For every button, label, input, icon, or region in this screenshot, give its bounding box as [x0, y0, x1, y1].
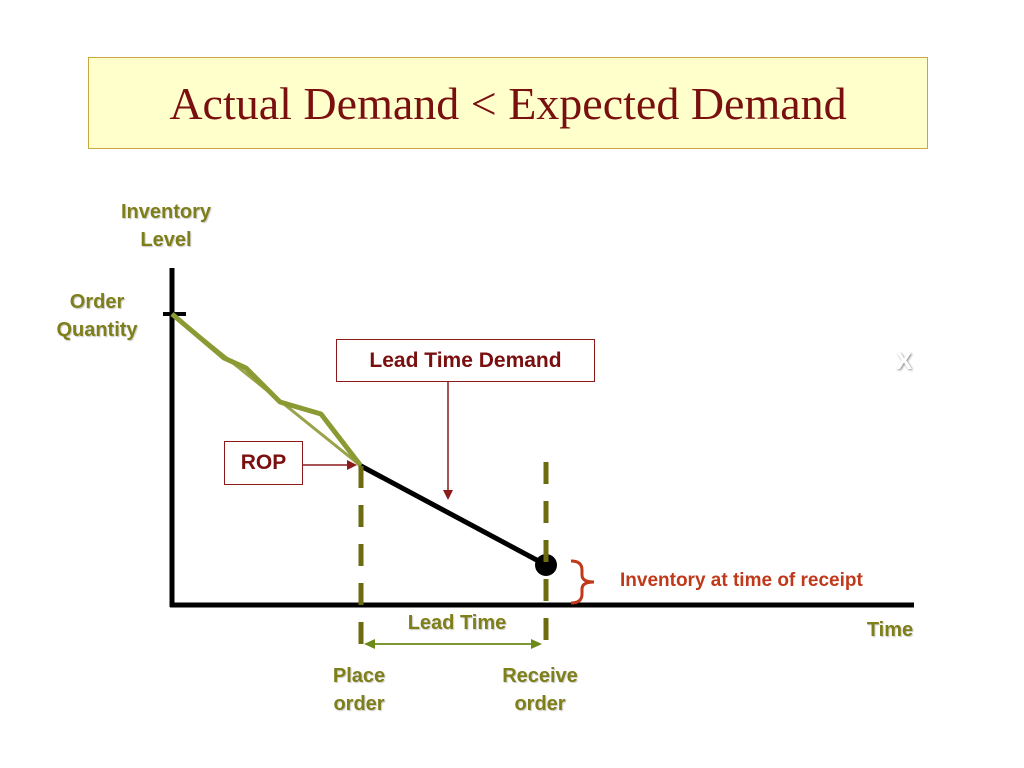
rop-arrowhead [347, 460, 357, 470]
slide-title: Actual Demand < Expected Demand [169, 77, 847, 129]
time-label: Time [866, 619, 914, 641]
inventory-level-label: Inventory Level [106, 198, 226, 254]
actual-demand-line [170, 312, 363, 468]
inventory-at-receipt-label: Inventory at time of receipt [620, 570, 863, 591]
receipt-point [535, 554, 557, 576]
place-order-label: Place order [309, 662, 409, 718]
lead-time-demand-box: Lead Time Demand [336, 339, 595, 382]
lead-time-demand-arrowhead [443, 490, 453, 500]
receive-order-label: Receive order [485, 662, 595, 718]
inventory-level-label-line1: Inventory [120, 201, 212, 223]
place-order-label-line1: Place [332, 665, 386, 687]
inventory-receipt-brace [570, 559, 595, 605]
order-quantity-label-line1: Order [69, 291, 125, 313]
lead-time-arrowhead-right [531, 639, 542, 649]
inventory-level-label-line2: Level [140, 229, 192, 251]
lead-time-arrowhead-left [364, 639, 375, 649]
order-quantity-label: Order Quantity [42, 288, 152, 344]
receive-order-label-line2: order [514, 693, 566, 715]
x-mark: X [896, 348, 913, 375]
order-quantity-label-line2: Quantity [56, 319, 138, 341]
title-box: Actual Demand < Expected Demand [88, 57, 928, 149]
lead-time-label: Lead Time [407, 612, 507, 634]
receive-order-label-line1: Receive [502, 665, 578, 687]
lead-time-usage-line [359, 463, 548, 568]
place-order-label-line2: order [333, 693, 385, 715]
rop-box: ROP [224, 441, 303, 485]
